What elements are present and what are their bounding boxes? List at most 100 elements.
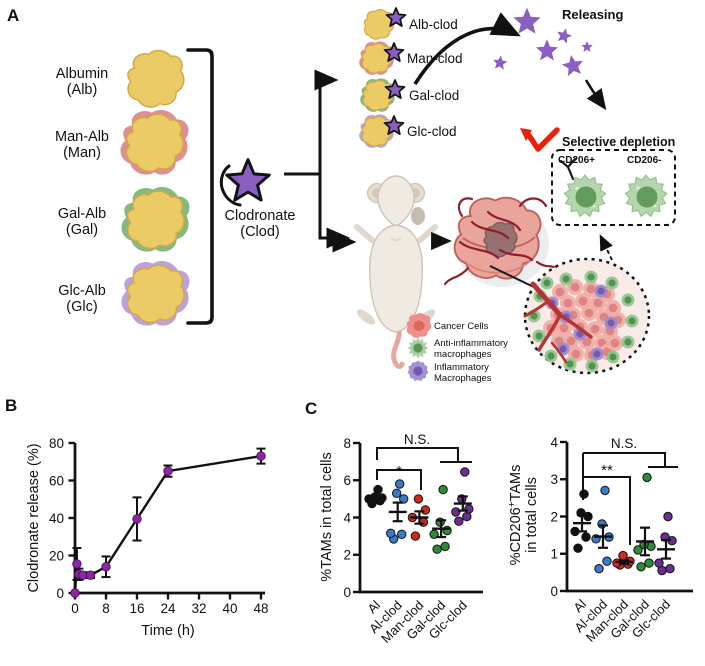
panel-c-left-star-label: * xyxy=(396,463,402,480)
data-point xyxy=(665,564,675,574)
data-point xyxy=(132,514,142,524)
panel-c-left-sig-brackets xyxy=(376,447,472,490)
panel-c-right-ylabel-line1: %CD206+TAMs xyxy=(507,465,524,566)
x-tick-label: 48 xyxy=(253,601,268,616)
inset-cell-nucleus xyxy=(584,308,594,318)
data-point xyxy=(636,562,646,572)
data-point xyxy=(373,484,383,495)
inset-cell-nucleus xyxy=(566,336,576,346)
glc-alb-protein-icon xyxy=(117,254,195,333)
albumin-variant-labels: Albumin (Alb) Man-Alb (Man) Gal-Alb (Gal… xyxy=(55,66,109,315)
x-tick-label: 32 xyxy=(191,601,206,616)
inset-cell-nucleus xyxy=(555,287,565,297)
panel-c-right-ns-label: N.S. xyxy=(611,436,637,451)
gal-clod-icon xyxy=(358,75,406,116)
data-point xyxy=(438,484,448,495)
tumor-illustration xyxy=(443,187,562,289)
data-point xyxy=(85,570,96,580)
inset-cell-nucleus xyxy=(609,353,617,361)
y-tick-label: 20 xyxy=(49,548,64,563)
clodronate-star-icon xyxy=(219,158,271,207)
panel-b-xlabel: Time (h) xyxy=(141,623,194,639)
tumor-inoculation-patch xyxy=(411,207,425,225)
panel-c-left-ns-label: N.S. xyxy=(404,432,430,447)
inset-cell-nucleus xyxy=(559,323,569,333)
clodronate-abbrev: (Clod) xyxy=(240,224,279,240)
releasing-arrow xyxy=(413,12,521,85)
inset-cell-nucleus xyxy=(566,360,574,368)
cancer-cell-icon xyxy=(406,313,432,338)
panel-a-legend: Cancer Cells Anti-inflammatory macrophag… xyxy=(406,313,508,384)
glc-clod-icon xyxy=(357,111,405,152)
inset-to-box-arrow xyxy=(599,234,613,261)
data-point xyxy=(386,528,396,539)
y-tick-label: 0 xyxy=(550,584,558,599)
data-point xyxy=(581,532,591,542)
y-tick-label: 60 xyxy=(49,473,64,488)
cd206-negative-label: CD206- xyxy=(627,155,661,166)
man-alb-label: Man-Alb xyxy=(55,129,109,145)
man-clod-icon xyxy=(357,38,405,79)
x-tick-label: 8 xyxy=(102,601,110,616)
data-point xyxy=(420,505,431,515)
inset-cell-nucleus xyxy=(610,338,620,348)
inset-cell-nucleus xyxy=(571,349,581,359)
group-bracket xyxy=(186,48,214,325)
data-point xyxy=(72,559,82,569)
inset-cell-nucleus xyxy=(608,303,618,313)
albumin-label: Albumin xyxy=(56,66,108,82)
panel-a-illustration: Albumin (Alb) Man-Alb (Man) Gal-Alb (Gal… xyxy=(55,7,676,384)
x-tick-label: 40 xyxy=(222,601,237,616)
y-tick-label: 6 xyxy=(343,473,351,488)
inset-cell-nucleus xyxy=(588,362,596,370)
tumor-vessels xyxy=(443,197,562,286)
x-tick-label: 0 xyxy=(71,601,79,616)
data-point xyxy=(399,494,409,504)
y-tick-label: 1 xyxy=(550,547,558,562)
data-point xyxy=(410,531,421,541)
inset-cell-nucleus xyxy=(587,273,595,281)
alb-clod-label: Alb-clod xyxy=(409,17,458,32)
clodronate-label: Clodronate xyxy=(225,208,296,224)
inset-vessel xyxy=(523,281,593,364)
data-point xyxy=(644,558,654,568)
inset-cell-nucleus xyxy=(608,279,616,287)
glc-clod-label: Glc-clod xyxy=(407,124,457,139)
inset-cell-nucleus xyxy=(530,312,538,320)
inflammatory-macrophage-icon xyxy=(407,360,429,382)
inset-cell-nucleus xyxy=(578,296,588,306)
panel-c-right-sig-brackets xyxy=(582,452,678,545)
x-tick-label: 16 xyxy=(129,601,144,616)
data-point xyxy=(163,466,173,476)
panel-b-letter: B xyxy=(5,396,18,415)
data-point xyxy=(602,556,612,566)
data-point xyxy=(633,545,643,555)
alb-clod-icon xyxy=(363,7,407,40)
legend-inflammatory-line2: Macrophages xyxy=(434,373,492,384)
conjugate-icons xyxy=(357,7,407,152)
data-point xyxy=(440,541,450,552)
man-alb-abbrev: (Man) xyxy=(63,145,101,161)
inset-cell-nucleus xyxy=(563,298,573,308)
data-point xyxy=(594,564,604,574)
panel-b-ylabel: Clodronate release (%) xyxy=(26,443,42,592)
selective-depletion-label: Selective depletion xyxy=(562,135,675,149)
data-point xyxy=(573,543,583,553)
gal-alb-abbrev: (Gal) xyxy=(66,222,98,238)
mouse-head xyxy=(377,175,415,228)
inset-cell-nucleus xyxy=(582,337,592,347)
inset-cell-nucleus xyxy=(593,298,603,308)
y-tick-label: 8 xyxy=(343,436,351,451)
data-point xyxy=(70,588,80,598)
releasing-label: Releasing xyxy=(562,7,623,22)
inset-cell-nucleus xyxy=(547,352,555,360)
y-tick-label: 4 xyxy=(343,510,351,525)
inset-cell-nucleus xyxy=(628,317,636,325)
panel-c-left-ylabel: %TAMs in total cells xyxy=(319,452,335,581)
cd206-positive-label: CD206+ xyxy=(558,155,595,166)
tumor-microenvironment-inset xyxy=(523,257,651,375)
cd206-negative-macrophage-icon xyxy=(624,174,668,218)
cd206-positive-macrophage-icon xyxy=(559,157,607,218)
legend-anti-inflammatory-line1: Anti-inflammatory xyxy=(434,338,508,349)
